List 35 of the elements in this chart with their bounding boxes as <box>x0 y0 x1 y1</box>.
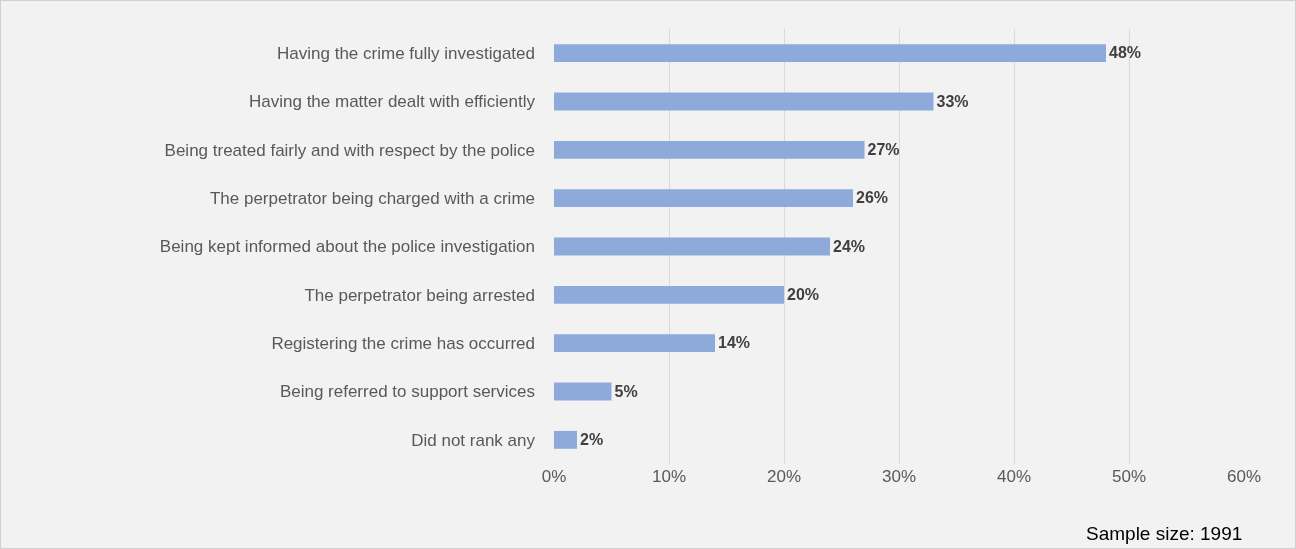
data-label: 20% <box>787 286 820 304</box>
y-tick-label: The perpetrator being arrested <box>304 285 535 305</box>
bar <box>554 334 715 353</box>
y-tick-label: Registering the crime has occurred <box>271 334 535 354</box>
bar <box>554 285 784 304</box>
x-tick-label: 30% <box>881 467 917 486</box>
data-label: 5% <box>614 382 638 400</box>
x-tick-label: 20% <box>766 467 802 486</box>
y-tick-label: Being kept informed about the police investigation <box>159 237 535 257</box>
data-label: 27% <box>867 141 900 159</box>
y-tick-label: The perpetrator being charged with a crime <box>209 189 535 209</box>
data-label: 14% <box>718 334 751 352</box>
bar <box>554 237 830 256</box>
data-label: 2% <box>580 431 604 449</box>
data-label: 33% <box>936 92 969 110</box>
x-tick-label: 0% <box>541 467 567 486</box>
bar <box>554 92 934 111</box>
data-label: 48% <box>1109 44 1142 62</box>
x-tick-label: 10% <box>651 467 687 486</box>
bar <box>554 140 865 159</box>
bar <box>554 430 577 449</box>
data-label: 24% <box>833 237 866 255</box>
bar <box>554 44 1106 63</box>
x-tick-label: 50% <box>1111 467 1147 486</box>
x-tick-label: 40% <box>996 467 1032 486</box>
x-tick-label: 60% <box>1226 467 1262 486</box>
y-tick-label: Being referred to support services <box>279 382 535 402</box>
text: Sample size: 1991 <box>1086 523 1243 544</box>
y-tick-label: Did not rank any <box>411 430 536 450</box>
y-tick-label: Having the crime fully investigated <box>277 44 535 64</box>
data-label: 26% <box>856 189 889 207</box>
bar <box>554 189 853 208</box>
y-tick-label: Being treated fairly and with respect by the police <box>164 140 535 160</box>
y-tick-label: Having the matter dealt with efficiently <box>249 92 536 112</box>
bar <box>554 382 612 401</box>
